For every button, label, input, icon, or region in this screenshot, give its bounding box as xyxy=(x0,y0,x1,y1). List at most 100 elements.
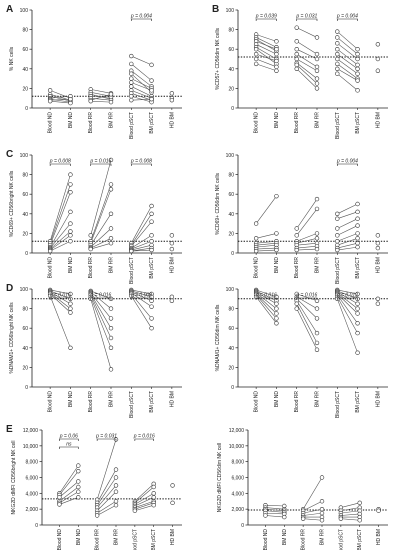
pair-line xyxy=(50,289,71,295)
data-point xyxy=(355,62,360,68)
y-tick-label: 10,000 xyxy=(229,444,245,450)
data-point xyxy=(274,68,279,73)
pair-line xyxy=(131,247,152,252)
data-point xyxy=(253,236,259,241)
data-point xyxy=(375,42,381,47)
panel-letter: B xyxy=(212,4,219,15)
pair-line xyxy=(90,213,112,246)
significance-bracket xyxy=(296,18,318,21)
data-point xyxy=(274,231,279,236)
pair-line xyxy=(50,290,71,300)
x-tick-label: BM pSCT xyxy=(151,529,157,550)
pair-line xyxy=(296,53,318,68)
pair-line xyxy=(256,53,277,62)
data-point xyxy=(355,231,360,236)
data-point xyxy=(113,489,119,494)
pair-line xyxy=(131,205,152,244)
data-point xyxy=(108,157,114,163)
pair-line xyxy=(134,486,154,504)
data-point xyxy=(274,247,279,253)
significance-bracket xyxy=(130,18,152,21)
data-point xyxy=(149,78,154,83)
x-tick-label: Blood ND xyxy=(57,529,63,550)
data-point xyxy=(376,508,381,513)
pair-line xyxy=(131,213,152,246)
x-tick-label: HD BM xyxy=(375,112,381,128)
y-tick-label: 20 xyxy=(228,231,234,237)
p-value-label: ns xyxy=(66,442,72,448)
pair-line xyxy=(90,184,112,242)
pair-line xyxy=(90,97,112,101)
data-point xyxy=(274,46,279,52)
pair-line xyxy=(96,469,117,503)
data-point xyxy=(263,513,268,518)
data-point xyxy=(294,46,299,52)
x-tick-label: BM pSCT xyxy=(149,391,155,413)
pair-line xyxy=(256,244,277,248)
y-tick-label: 40 xyxy=(22,346,28,352)
data-point xyxy=(355,330,360,336)
pair-line xyxy=(337,294,358,324)
x-tick-label: BM RR xyxy=(315,112,321,129)
x-tick-label: BM pSCT xyxy=(355,257,361,279)
y-tick-label: 20 xyxy=(228,365,234,371)
pair-line xyxy=(337,242,358,249)
pair-line xyxy=(337,58,358,74)
data-point xyxy=(47,88,53,93)
data-point xyxy=(151,491,156,496)
pair-line xyxy=(337,43,358,60)
y-axis-label: %DNAM1+ CD56bright NK cells xyxy=(9,302,15,374)
x-tick-label: BM RR xyxy=(109,112,115,129)
panel-b: B 0 20 40 60 80 100 %CD57+ CD56dim NK cells Bloo… xyxy=(212,4,388,139)
data-point xyxy=(149,96,154,102)
y-tick-label: 100 xyxy=(226,153,235,159)
pair-line xyxy=(134,502,154,510)
data-point xyxy=(68,172,73,177)
data-point xyxy=(375,301,381,306)
x-tick-label: Blood RR xyxy=(294,391,300,413)
x-tick-label: Blood RR xyxy=(301,529,307,550)
data-point xyxy=(76,479,81,484)
data-point xyxy=(335,51,340,57)
panel-letter: E xyxy=(6,424,13,435)
pair-line xyxy=(337,218,358,229)
pair-line xyxy=(49,231,71,250)
significance-bracket xyxy=(130,297,152,300)
x-tick-label: BM pSCT xyxy=(355,391,361,413)
data-point xyxy=(68,233,73,238)
x-tick-label: BM RR xyxy=(114,529,120,546)
data-point xyxy=(68,301,73,306)
p-value-label: p = 0.008 xyxy=(49,159,71,165)
data-point xyxy=(68,310,73,315)
pair-line xyxy=(302,477,323,510)
pair-line xyxy=(131,290,152,298)
pair-line xyxy=(296,233,318,242)
pair-line xyxy=(90,238,112,249)
data-point xyxy=(149,219,154,224)
pair-line xyxy=(50,95,71,99)
x-tick-label: Blood RR xyxy=(95,529,101,550)
y-tick-label: 10,000 xyxy=(23,444,39,450)
data-point xyxy=(129,71,134,76)
x-tick-label: BM ND xyxy=(274,257,280,274)
pair-line xyxy=(337,68,358,81)
data-point xyxy=(335,46,340,52)
y-axis-label: %CD57+ CD56dim NK cells xyxy=(215,27,221,90)
pair-line xyxy=(131,63,152,81)
x-tick-label: BM pSCT xyxy=(357,529,363,550)
p-value-label: p = 0.06 xyxy=(59,434,78,440)
y-tick-label: 100 xyxy=(20,153,29,159)
data-point xyxy=(108,187,114,192)
x-tick-label: Blood ND xyxy=(48,391,54,413)
pair-line xyxy=(131,93,152,101)
y-tick-label: 20 xyxy=(22,365,28,371)
data-point xyxy=(357,518,362,523)
pair-line xyxy=(303,508,323,514)
pair-line xyxy=(303,500,323,512)
y-tick-label: 0 xyxy=(231,106,234,112)
pair-line xyxy=(340,502,360,508)
pair-line xyxy=(90,242,112,250)
data-point xyxy=(335,239,340,244)
data-point xyxy=(132,508,138,513)
data-point xyxy=(68,190,73,195)
